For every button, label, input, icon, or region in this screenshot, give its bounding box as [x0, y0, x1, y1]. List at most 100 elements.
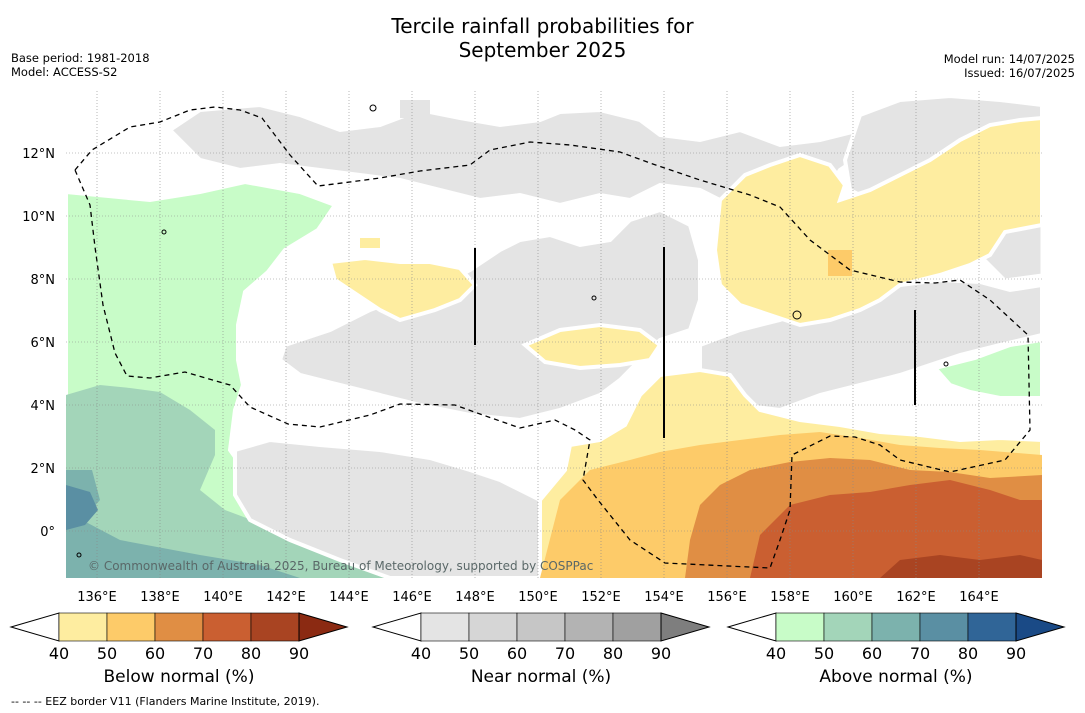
islands — [76, 104, 949, 558]
lon-label: 150°E — [518, 590, 558, 605]
lon-label: 158°E — [770, 590, 810, 605]
colorbar-tick: 60 — [507, 644, 527, 663]
boundary-bars — [474, 247, 916, 438]
colorbar-segment — [202, 612, 252, 642]
eez-footnote: -- -- -- EEZ border V11 (Flanders Marine… — [11, 695, 320, 708]
below-normal-patch-1 — [360, 238, 380, 248]
colorbar-segment — [919, 612, 969, 642]
colorbar-tick: 80 — [958, 644, 978, 663]
lon-label: 136°E — [77, 590, 117, 605]
below-normal-region-central — [521, 322, 663, 371]
near-normal-colorbar: 40 50 60 70 80 90 — [371, 612, 711, 663]
map-plot-area: © Commonwealth of Australia 2025, Bureau… — [66, 91, 1042, 578]
above-normal-region-east — [931, 337, 1042, 400]
map-title: Tercile rainfall probabilities for Septe… — [0, 14, 1085, 62]
below-normal-colorbar: 40 50 60 70 80 90 — [9, 612, 349, 663]
near-normal-patch-2 — [460, 130, 478, 144]
colorbar-segment — [871, 612, 921, 642]
longitude-labels: 136°E 138°E 140°E 142°E 144°E 146°E 148°E 150°E… — [77, 590, 999, 605]
colorbars: 40 50 60 70 80 90 40 50 60 70 80 90 40 50 60 70 80 90 — [9, 612, 1066, 663]
lon-label: 154°E — [644, 590, 684, 605]
eez-border — [74, 106, 1031, 569]
colorbar-segment — [967, 612, 1017, 642]
lon-label: 162°E — [896, 590, 936, 605]
colorbar-extend-low — [726, 612, 777, 642]
model-run: Model run: 14/07/2025 — [943, 52, 1075, 66]
lat-label: 0° — [40, 525, 55, 540]
colorbar-extend-high — [660, 612, 711, 642]
near-normal-label: Near normal (%) — [470, 667, 612, 687]
lon-label: 142°E — [266, 590, 306, 605]
above-normal-label: Above normal (%) — [819, 667, 973, 687]
colorbar-tick: 40 — [766, 644, 786, 663]
colorbar-tick: 60 — [862, 644, 882, 663]
below-normal-region-central-west — [327, 255, 478, 323]
colorbar-segment — [468, 612, 518, 642]
issued-date: Issued: 16/07/2025 — [964, 66, 1075, 80]
below-normal-80-region — [750, 480, 1042, 578]
colorbar-segment — [612, 612, 662, 642]
lat-label: 4°N — [31, 399, 56, 414]
colorbar-tick: 90 — [651, 644, 671, 663]
colorbar-tick: 50 — [814, 644, 834, 663]
colorbar-tick: 70 — [910, 644, 930, 663]
model-name: Model: ACCESS-S2 — [11, 65, 118, 79]
colorbar-tick: 80 — [241, 644, 261, 663]
lon-label: 144°E — [329, 590, 369, 605]
near-normal-patch-1 — [400, 100, 430, 118]
lon-label: 138°E — [140, 590, 180, 605]
colorbar-segment — [106, 612, 156, 642]
lon-label: 148°E — [455, 590, 495, 605]
lat-label: 8°N — [31, 273, 56, 288]
lat-label: 6°N — [31, 336, 56, 351]
colorbar-tick: 90 — [1006, 644, 1026, 663]
above-normal-patch — [194, 432, 212, 444]
colorbar-segment — [58, 612, 108, 642]
lon-label: 164°E — [959, 590, 999, 605]
run-info: Model run: 14/07/2025 Issued: 16/07/2025 — [944, 52, 1075, 80]
colorbar-segment — [420, 612, 470, 642]
title-line-1: Tercile rainfall probabilities for — [391, 14, 694, 38]
colorbar-tick: 60 — [145, 644, 165, 663]
colorbar-tick: 40 — [49, 644, 69, 663]
above-normal-70-region — [66, 470, 300, 578]
lat-label: 12°N — [22, 147, 55, 162]
colorbar-segment — [823, 612, 873, 642]
above-normal-60-region — [66, 385, 390, 578]
colorbar-tick: 70 — [555, 644, 575, 663]
colorbar-tick: 40 — [411, 644, 431, 663]
colorbar-extend-low — [371, 612, 422, 642]
colorbar-extend-low — [9, 612, 60, 642]
copyright-text: © Commonwealth of Australia 2025, Bureau… — [88, 559, 593, 573]
colorbar-tick: 50 — [97, 644, 117, 663]
lon-label: 140°E — [203, 590, 243, 605]
colorbar-segment — [250, 612, 300, 642]
base-period: Base period: 1981-2018 — [11, 51, 150, 65]
below-normal-region-north — [712, 115, 1042, 328]
colorbar-segment — [775, 612, 825, 642]
colorbar-extend-high — [1015, 612, 1066, 642]
lon-label: 152°E — [581, 590, 621, 605]
lon-label: 156°E — [707, 590, 747, 605]
above-normal-80-region — [66, 485, 98, 530]
colorbar-extend-high — [298, 612, 349, 642]
below-normal-label: Below normal (%) — [103, 667, 255, 687]
model-info: Base period: 1981-2018 Model: ACCESS-S2 — [11, 51, 150, 79]
colorbar-segment — [154, 612, 204, 642]
title-line-2: September 2025 — [458, 38, 627, 62]
lon-label: 160°E — [833, 590, 873, 605]
colorbar-tick: 90 — [289, 644, 309, 663]
near-normal-region-south — [233, 437, 542, 578]
colorbar-tick: 70 — [193, 644, 213, 663]
colorbar-segment — [516, 612, 566, 642]
latitude-labels: 12°N 10°N 8°N 6°N 4°N 2°N 0° — [22, 147, 55, 540]
colorbar-segment — [564, 612, 614, 642]
colorbar-tick: 50 — [459, 644, 479, 663]
lon-label: 146°E — [392, 590, 432, 605]
lat-label: 2°N — [31, 462, 56, 477]
above-normal-colorbar: 40 50 60 70 80 90 — [726, 612, 1066, 663]
colorbar-tick: 80 — [603, 644, 623, 663]
lat-label: 10°N — [22, 210, 55, 225]
below-normal-90-region — [880, 555, 1042, 578]
